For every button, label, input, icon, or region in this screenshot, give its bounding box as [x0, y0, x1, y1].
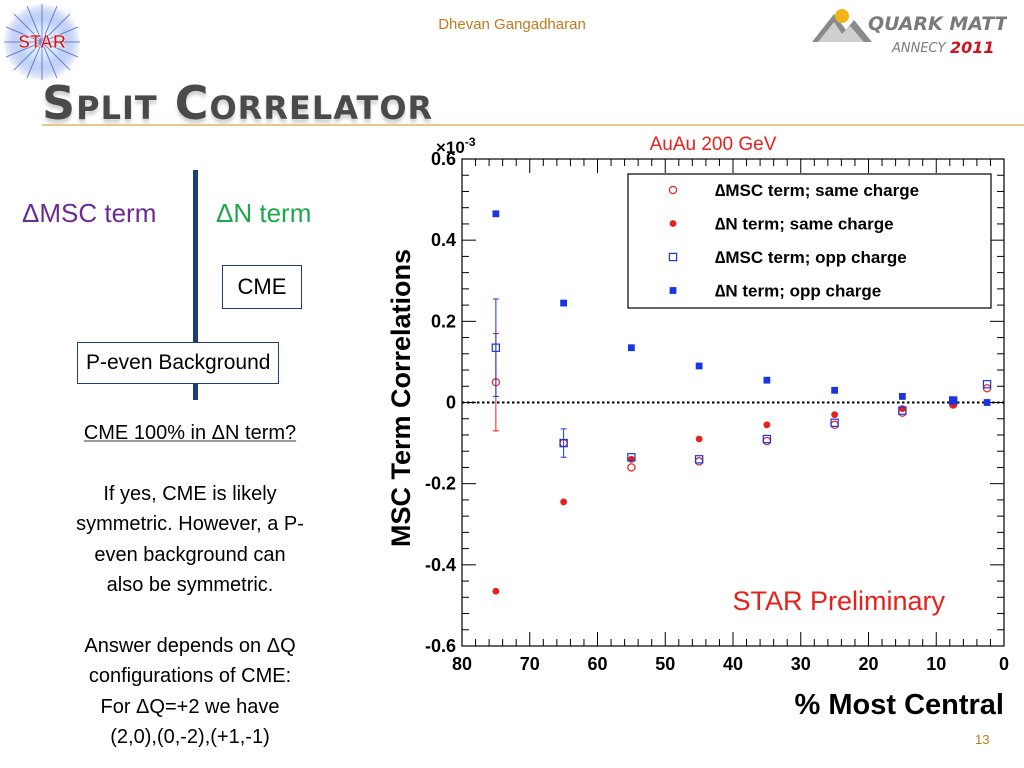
- notes-line: For ΔQ=+2 we have: [100, 695, 280, 718]
- data-point-series-3: [695, 362, 703, 370]
- data-point-series-2: [627, 453, 636, 462]
- data-point-series-2: [694, 455, 704, 464]
- page-number: 13: [975, 732, 990, 747]
- author-name: Dhevan Gangadharan: [438, 16, 586, 33]
- y-axis-label: MSC Term Correlations: [386, 249, 416, 547]
- legend-label: ∆MSC term; opp charge: [715, 248, 907, 267]
- slide-title: Split Correlator: [42, 76, 434, 130]
- chart-title: AuAu 200 GeV: [650, 134, 777, 155]
- notes-text: CME 100% in ΔN term? If yes, CME is like…: [30, 418, 350, 753]
- star-logo: STAR: [3, 3, 81, 81]
- data-point-series-3: [983, 399, 991, 406]
- cme-box: CME: [222, 265, 302, 309]
- y-tick-label: -0.2: [425, 474, 456, 494]
- data-point-series-1: [627, 455, 635, 463]
- data-point-series-1: [560, 498, 568, 506]
- x-tick-label: 10: [926, 654, 946, 674]
- notes-line: also be symmetric.: [106, 574, 274, 596]
- x-tick-label: 0: [999, 654, 1009, 674]
- x-tick-label: 40: [723, 654, 743, 674]
- data-point-series-1: [492, 587, 500, 595]
- p-even-background-box: P-even Background: [77, 342, 280, 384]
- data-point-series-2: [948, 396, 958, 405]
- data-point-series-0: [830, 420, 839, 430]
- data-point-series-0: [694, 457, 704, 466]
- data-point-series-3: [763, 376, 771, 384]
- data-point-series-2: [559, 438, 568, 448]
- notes-line: (2,0),(0,-2),(+1,-1): [110, 726, 270, 748]
- notes-question: CME 100% in ΔN term?: [83, 422, 297, 444]
- y-tick-label: 0: [446, 393, 456, 413]
- y-tick-label: 0.4: [431, 230, 456, 250]
- data-point-series-3: [492, 210, 500, 218]
- y-tick-label: -0.6: [425, 636, 456, 656]
- star-logo-text: STAR: [18, 32, 66, 52]
- notes-line: Answer depends on ΔQ: [84, 634, 296, 657]
- star-preliminary-label: STAR Preliminary: [732, 586, 945, 616]
- data-point-series-2: [491, 343, 501, 352]
- data-point-series-3: [560, 299, 568, 307]
- data-point-series-2: [898, 406, 907, 415]
- legend-marker-2: [668, 252, 678, 262]
- data-point-series-3: [898, 393, 906, 400]
- legend-label: ∆N term; same charge: [715, 215, 894, 234]
- legend-box: [627, 173, 992, 309]
- legend-marker-0: [668, 185, 678, 195]
- qm-logo-line2: ANNECY: [891, 41, 947, 56]
- legend-marker-3: [669, 287, 677, 294]
- x-axis-label: % Most Central: [795, 689, 1004, 721]
- y-tick-label: 0.6: [431, 149, 456, 169]
- data-point-series-0: [627, 463, 636, 472]
- notes-line: If yes, CME is likely: [103, 482, 277, 505]
- msc-term-label: ΔMSC term: [22, 198, 157, 228]
- dn-term-label: ΔN term: [216, 198, 312, 228]
- data-point-series-3: [831, 386, 839, 394]
- qm-logo-year: 2011: [950, 38, 995, 57]
- x-tick-label: 50: [655, 654, 675, 674]
- x-tick-label: 70: [520, 654, 540, 674]
- data-point-series-3: [949, 397, 957, 404]
- legend-label: ∆MSC term; same charge: [715, 181, 919, 200]
- legend-label: ∆N term; opp charge: [715, 282, 881, 301]
- y-axis-multiplier: ×10-3: [436, 135, 476, 157]
- term-divider: [193, 170, 198, 400]
- qm-logo-line1: QUARK MATTER: [868, 13, 1007, 35]
- data-point-series-2: [830, 418, 839, 427]
- data-point-series-0: [762, 436, 772, 446]
- msc-correlation-chart: AuAu 200 GeV ×10-3 MSC Term Correlations…: [386, 134, 1009, 721]
- data-point-series-2: [762, 434, 772, 444]
- legend-marker-1: [669, 220, 677, 227]
- y-tick-label: -0.4: [425, 555, 456, 575]
- data-point-series-1: [831, 411, 839, 419]
- x-tick-label: 20: [858, 654, 878, 674]
- data-point-series-1: [763, 421, 771, 429]
- data-point-series-1: [695, 435, 703, 443]
- y-tick-label: 0.2: [431, 311, 456, 331]
- notes-line: configurations of CME:: [88, 665, 292, 687]
- quark-matter-logo: QUARK MATTER ANNECY 2011: [812, 9, 1007, 57]
- title-underline: [42, 124, 1024, 126]
- x-tick-label: 80: [452, 654, 472, 674]
- x-tick-label: 30: [791, 654, 811, 674]
- notes-line: symmetric. However, a P-: [76, 513, 304, 535]
- notes-line: even background can: [94, 543, 286, 566]
- data-point-series-2: [982, 380, 992, 389]
- x-tick-label: 60: [587, 654, 607, 674]
- data-point-series-1: [898, 405, 906, 412]
- data-point-series-3: [627, 344, 635, 352]
